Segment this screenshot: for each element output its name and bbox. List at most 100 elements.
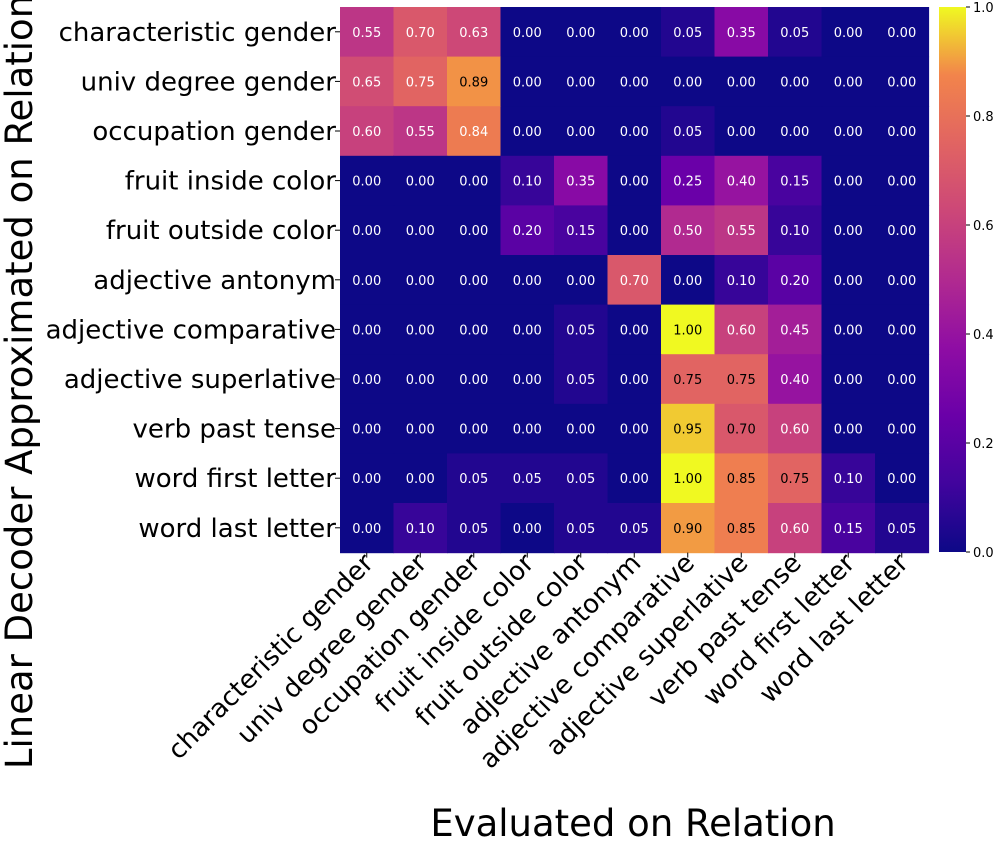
cell-value-label: 0.05 xyxy=(673,125,702,140)
cell-value-label: 0.00 xyxy=(834,373,863,388)
heatmap-cell xyxy=(554,354,609,405)
heatmap-cell xyxy=(821,56,876,107)
y-tick-label: fruit inside color xyxy=(125,167,337,197)
cell-value-label: 0.15 xyxy=(834,522,863,537)
heatmap-cell xyxy=(607,403,662,454)
cell-value-label: 0.00 xyxy=(406,224,435,239)
cell-value-label: 0.00 xyxy=(887,472,916,487)
cell-value-label: 0.25 xyxy=(673,175,702,190)
cell-value-label: 0.05 xyxy=(513,472,542,487)
heatmap-cell xyxy=(554,403,609,454)
cell-value-label: 0.00 xyxy=(459,274,488,289)
cell-value-label: 0.00 xyxy=(406,175,435,190)
heatmap-value-labels: 0.55 0.70 0.63 0.00 0.00 0.00 0.05 0.35 0.05 0.00… xyxy=(352,26,916,537)
y-tick-label: adjective antonym xyxy=(93,266,336,296)
cell-value-label: 0.15 xyxy=(566,224,595,239)
cell-value-label: 0.10 xyxy=(834,472,863,487)
x-tick-label: characteristic gender xyxy=(162,548,380,766)
heatmap-cell xyxy=(875,304,930,355)
cell-value-label: 0.35 xyxy=(727,26,756,41)
heatmap-cell xyxy=(447,205,502,256)
heatmap-cell xyxy=(393,106,448,157)
heatmap-cell xyxy=(661,354,716,405)
cell-value-label: 0.00 xyxy=(727,75,756,90)
heatmap-cell xyxy=(768,56,823,107)
heatmap-cell xyxy=(875,155,930,206)
cell-value-label: 0.40 xyxy=(780,373,809,388)
cell-value-label: 0.00 xyxy=(620,323,649,338)
cell-value-label: 0.15 xyxy=(780,175,809,190)
cell-value-label: 0.00 xyxy=(352,423,381,438)
cell-value-label: 0.00 xyxy=(406,373,435,388)
cell-value-label: 0.05 xyxy=(780,26,809,41)
heatmap-cell xyxy=(875,453,930,504)
heatmap-cell xyxy=(500,503,555,554)
heatmap-cell xyxy=(393,304,448,355)
heatmap-cell xyxy=(500,7,555,58)
cell-value-label: 0.70 xyxy=(727,423,756,438)
heatmap-cell xyxy=(447,106,502,157)
heatmap-cell xyxy=(607,255,662,306)
cell-value-label: 0.00 xyxy=(887,26,916,41)
colorbar-tick-label: 0.4 xyxy=(973,328,994,343)
cell-value-label: 0.05 xyxy=(566,522,595,537)
heatmap-cell xyxy=(661,7,716,58)
y-tick-label: word first letter xyxy=(134,464,336,494)
cell-value-label: 0.10 xyxy=(513,175,542,190)
heatmap-cell xyxy=(768,453,823,504)
heatmap-cell xyxy=(607,453,662,504)
heatmap-cell xyxy=(714,205,769,256)
heatmap-cell xyxy=(661,56,716,107)
cell-value-label: 0.00 xyxy=(673,274,702,289)
cell-value-label: 0.00 xyxy=(834,423,863,438)
heatmap-cell xyxy=(714,7,769,58)
cell-value-label: 0.00 xyxy=(459,323,488,338)
heatmap-cell xyxy=(447,255,502,306)
cell-value-label: 0.00 xyxy=(459,224,488,239)
heatmap-cell xyxy=(875,255,930,306)
heatmap-cell xyxy=(661,205,716,256)
cell-value-label: 0.00 xyxy=(727,125,756,140)
cell-value-label: 0.00 xyxy=(887,175,916,190)
heatmap-cell xyxy=(768,7,823,58)
y-tick-label: fruit outside color xyxy=(106,216,336,246)
cell-value-label: 0.20 xyxy=(780,274,809,289)
cell-value-label: 0.60 xyxy=(780,423,809,438)
cell-value-label: 0.00 xyxy=(620,224,649,239)
heatmap-cell xyxy=(447,7,502,58)
heatmap-cell xyxy=(821,453,876,504)
heatmap-cell xyxy=(714,403,769,454)
heatmap-cell xyxy=(500,255,555,306)
heatmap-cell xyxy=(714,354,769,405)
cell-value-label: 0.00 xyxy=(352,373,381,388)
cell-value-label: 0.70 xyxy=(620,274,649,289)
heatmap-cell xyxy=(393,354,448,405)
heatmap-cell xyxy=(447,403,502,454)
colorbar: 0.0 0.2 0.4 0.6 0.8 1.0 xyxy=(939,1,994,561)
heatmap-cell xyxy=(768,205,823,256)
heatmap-cell xyxy=(821,205,876,256)
heatmap-cell xyxy=(500,155,555,206)
heatmap-cell xyxy=(500,403,555,454)
cell-value-label: 0.75 xyxy=(673,373,702,388)
cell-value-label: 0.00 xyxy=(780,125,809,140)
cell-value-label: 0.00 xyxy=(566,26,595,41)
heatmap-cell xyxy=(768,255,823,306)
cell-value-label: 0.00 xyxy=(887,274,916,289)
colorbar-tick-label: 0.2 xyxy=(973,437,994,452)
cell-value-label: 0.00 xyxy=(620,75,649,90)
y-axis-title: Linear Decoder Approximated on Relation xyxy=(0,0,41,769)
cell-value-label: 0.90 xyxy=(673,522,702,537)
cell-value-label: 0.00 xyxy=(352,522,381,537)
heatmap-cell xyxy=(500,453,555,504)
heatmap-cell xyxy=(393,403,448,454)
heatmap-cell xyxy=(340,453,395,504)
cell-value-label: 0.05 xyxy=(566,472,595,487)
heatmap-cell xyxy=(661,106,716,157)
heatmap-cell xyxy=(393,155,448,206)
cell-value-label: 0.75 xyxy=(780,472,809,487)
heatmap-cell xyxy=(393,255,448,306)
cell-value-label: 0.00 xyxy=(834,26,863,41)
